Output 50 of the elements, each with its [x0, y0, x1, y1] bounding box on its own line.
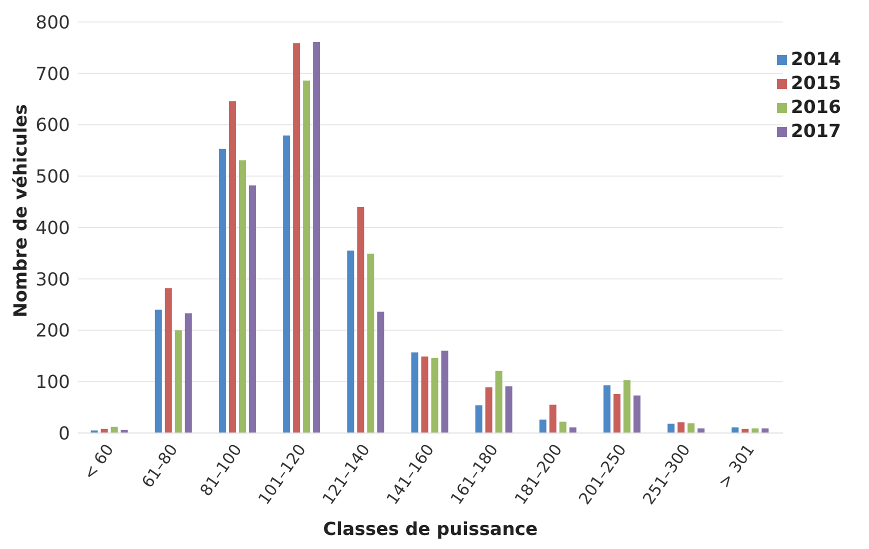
y-tick-label: 600: [36, 115, 70, 136]
bar: [431, 358, 438, 433]
bar: [475, 405, 482, 433]
bar: [238, 160, 246, 433]
bar: [313, 42, 320, 433]
bar: [367, 254, 374, 433]
bar: [485, 387, 492, 433]
y-tick-label: 200: [36, 320, 70, 342]
legend-label: 2016: [790, 97, 841, 118]
bar: [347, 250, 354, 433]
bar: [218, 148, 226, 433]
y-tick-label: 500: [36, 166, 70, 188]
legend-label: 2014: [790, 49, 841, 70]
y-axis-title: Nombre de véhicules: [10, 104, 32, 318]
bar: [164, 288, 172, 433]
bar: [184, 313, 192, 433]
bar: [633, 395, 640, 433]
bar: [678, 422, 685, 433]
bar: [559, 422, 566, 433]
y-tick-label: 400: [36, 218, 70, 239]
bar: [623, 380, 630, 433]
bar: [357, 206, 364, 433]
bar: [668, 424, 675, 433]
bar: [377, 312, 384, 433]
y-tick-label: 300: [36, 269, 70, 290]
legend-label: 2015: [790, 73, 841, 94]
y-tick-label: 700: [36, 64, 70, 85]
bar: [421, 356, 428, 433]
bar: [549, 404, 556, 433]
bar: [228, 101, 236, 433]
bar: [248, 185, 256, 433]
bar: [154, 310, 162, 433]
x-tick-label: < 60: [79, 440, 118, 484]
bar: [505, 386, 512, 433]
y-tick-label: 0: [58, 423, 70, 444]
y-tick-label: 800: [36, 12, 70, 34]
bar: [283, 136, 290, 433]
bar: [411, 352, 418, 433]
bar: [174, 330, 182, 433]
bar: [539, 420, 546, 433]
y-tick-label: 100: [36, 372, 70, 394]
legend-label: 2017: [790, 121, 841, 142]
bar: [303, 80, 310, 433]
x-axis-title: Classes de puissance: [323, 519, 538, 540]
bar: [495, 370, 502, 433]
bar: [293, 43, 300, 433]
bar: [688, 423, 695, 433]
bar: [603, 385, 610, 433]
bar: [613, 394, 620, 433]
bar: [441, 350, 448, 433]
